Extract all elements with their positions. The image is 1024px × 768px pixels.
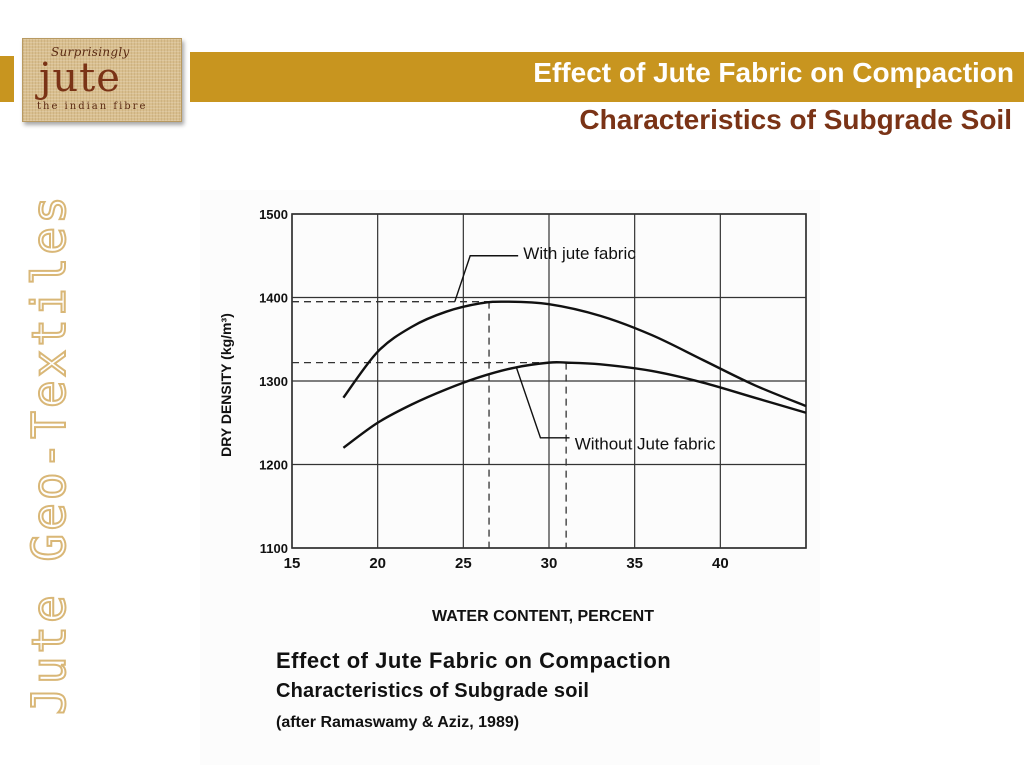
chart-figure: 1100 1200 1300 1400 1500 15 20 25 30 35 40 With j… — [200, 190, 820, 765]
logo-subtitle: the indian fibre — [37, 101, 148, 112]
x-tick-label-15: 15 — [284, 555, 301, 572]
y-tick-label-1200: 1200 — [259, 458, 288, 473]
y-tick-labels: 1100 1200 1300 1400 1500 — [259, 207, 288, 556]
y-tick-label-1100: 1100 — [260, 541, 288, 556]
x-tick-label-25: 25 — [455, 555, 472, 572]
slide-title-line1: Effect of Jute Fabric on Compaction — [533, 57, 1014, 88]
y-tick-label-1500: 1500 — [259, 207, 288, 222]
caption-line1: Effect of Jute Fabric on Compaction — [276, 648, 672, 673]
y-tick-label-1400: 1400 — [259, 291, 288, 306]
leader-line-0 — [454, 255, 519, 302]
curve-with-jute-fabric — [342, 300, 807, 408]
chart-curves — [342, 300, 807, 449]
x-tick-label-35: 35 — [626, 555, 643, 572]
series-labels: With jute fabric Without Jute fabric — [454, 244, 716, 454]
series-label-without-jute-fabric: Without Jute fabric — [575, 435, 716, 454]
caption-citation: (after Ramaswamy & Aziz, 1989) — [276, 714, 520, 731]
vertical-side-label: Jute Geo-Textiles — [21, 192, 77, 716]
header-band-left — [0, 56, 14, 102]
curve-without-jute-fabric — [342, 360, 807, 449]
figure-caption: Effect of Jute Fabric on Compaction Char… — [276, 646, 671, 738]
y-tick-label-1300: 1300 — [259, 374, 288, 389]
slide-title-line2: Characteristics of Subgrade Soil — [579, 104, 1012, 135]
chart-grid — [291, 213, 807, 549]
logo-wordmark: jute — [39, 55, 121, 101]
x-tick-labels: 15 20 25 30 35 40 — [284, 555, 729, 572]
x-tick-label-30: 30 — [541, 555, 558, 572]
series-label-with-jute-fabric: With jute fabric — [523, 244, 636, 263]
optimum-guide-lines — [292, 301, 567, 548]
leader-line-1 — [515, 367, 570, 439]
logo-tagline: Surprisingly — [51, 45, 130, 59]
compaction-chart: 1100 1200 1300 1400 1500 15 20 25 30 35 40 With j… — [218, 207, 807, 625]
y-axis-label: DRY DENSITY (kg/m³) — [218, 313, 234, 457]
x-axis-label: WATER CONTENT, PERCENT — [432, 608, 654, 625]
x-tick-label-40: 40 — [712, 555, 729, 572]
jute-logo: Surprisingly jute the indian fibre — [22, 38, 182, 122]
header-band — [190, 52, 1024, 102]
x-tick-label-20: 20 — [369, 555, 386, 572]
caption-line2: Characteristics of Subgrade soil — [276, 680, 590, 702]
